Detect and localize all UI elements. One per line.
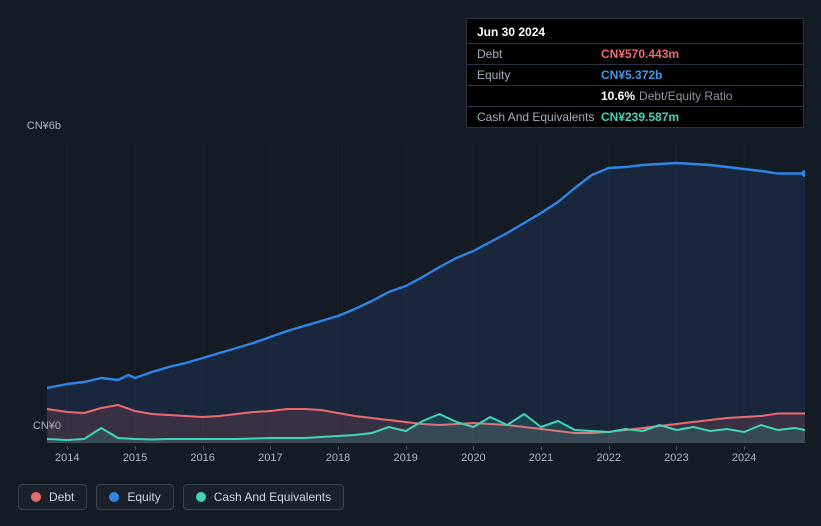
x-tick-label: 2017 [258,452,282,464]
legend-swatch [109,492,119,502]
x-tick-label: 2023 [664,452,688,464]
tooltip-label: Debt [477,47,601,61]
tooltip-row: EquityCN¥5.372b [467,65,803,86]
x-axis: 2014 2015 2016 2017 2018 2019 2020 2021 2022 2023… [47,446,805,466]
legend-label: Equity [127,490,160,504]
tooltip-date: Jun 30 2024 [467,19,803,44]
tooltip-label: Equity [477,68,601,82]
x-tick-label: 2020 [461,452,485,464]
chart-area: CN¥6b CN¥0 20142015201620172018201920202… [17,120,805,470]
x-tick-line [203,446,204,450]
x-axis-line [47,442,805,443]
legend-item[interactable]: Cash And Equivalents [183,484,344,510]
x-tick-line [744,446,745,450]
legend: Debt Equity Cash And Equivalents [18,484,344,510]
x-tick-line [406,446,407,450]
legend-item[interactable]: Equity [96,484,173,510]
tooltip-row: 10.6%Debt/Equity Ratio [467,86,803,107]
legend-label: Cash And Equivalents [214,490,331,504]
legend-swatch [196,492,206,502]
x-tick-label: 2018 [326,452,350,464]
x-tick-line [270,446,271,450]
tooltip-suffix: Debt/Equity Ratio [639,89,732,103]
tooltip-row: DebtCN¥570.443m [467,44,803,65]
x-tick-line [338,446,339,450]
tooltip-label [477,89,601,103]
chart-svg [47,142,805,442]
x-tick-line [676,446,677,450]
x-tick-label: 2015 [123,452,147,464]
x-tick-label: 2019 [393,452,417,464]
x-tick-line [541,446,542,450]
plot-area[interactable] [47,142,805,442]
x-tick-label: 2022 [596,452,620,464]
x-tick-line [135,446,136,450]
legend-label: Debt [49,490,74,504]
legend-item[interactable]: Debt [18,484,87,510]
x-tick-line [609,446,610,450]
x-tick-line [473,446,474,450]
legend-swatch [31,492,41,502]
x-tick-line [67,446,68,450]
x-tick-label: 2024 [732,452,756,464]
tooltip-value: CN¥570.443m [601,47,679,61]
tooltip-value: 10.6%Debt/Equity Ratio [601,89,732,103]
x-tick-label: 2016 [190,452,214,464]
x-tick-label: 2021 [529,452,553,464]
data-tooltip: Jun 30 2024 DebtCN¥570.443mEquityCN¥5.37… [466,18,804,128]
x-tick-label: 2014 [55,452,79,464]
y-axis-top-label: CN¥6b [21,120,61,132]
tooltip-value: CN¥5.372b [601,68,662,82]
